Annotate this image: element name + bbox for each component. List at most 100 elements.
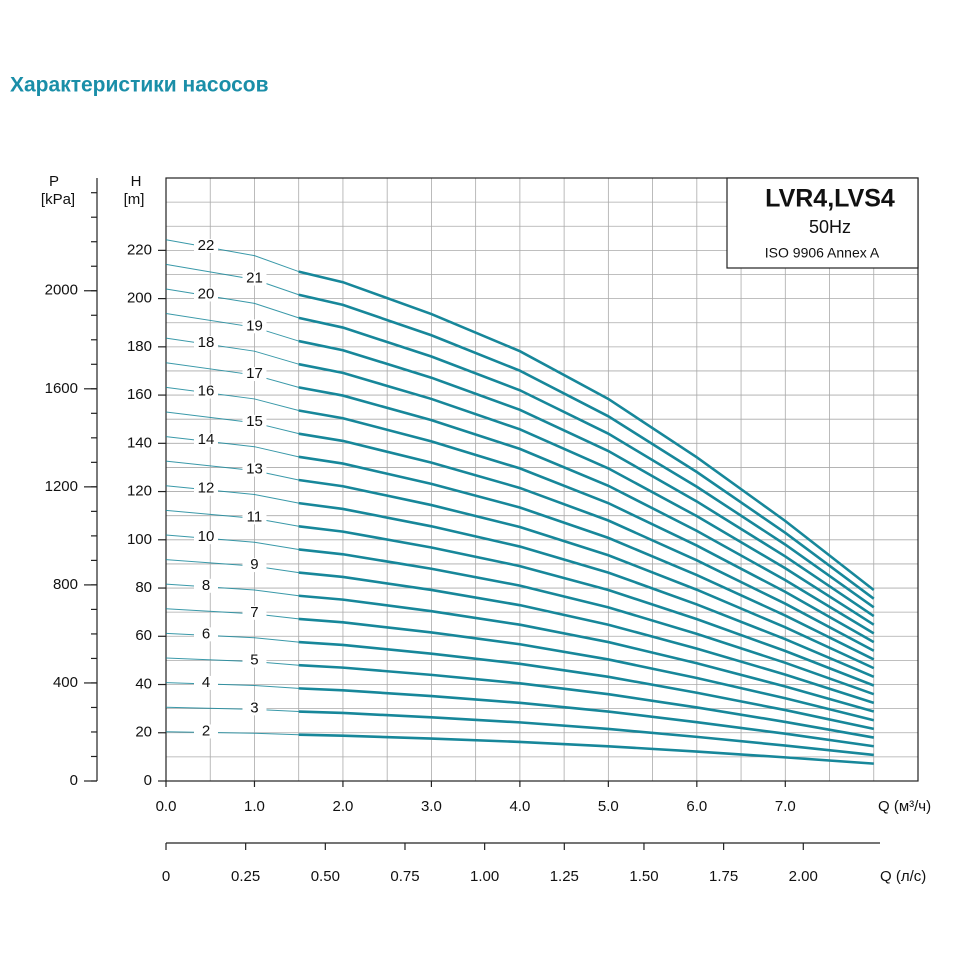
- curve-label-bg: [242, 319, 267, 334]
- y-unit: [m]: [124, 191, 145, 208]
- curve: [298, 339, 875, 618]
- curve-label: 2: [202, 722, 210, 739]
- x-tick-label: 1.0: [244, 798, 265, 815]
- y-tick-label: 80: [135, 579, 152, 596]
- curve-label: 5: [250, 652, 258, 669]
- legend-model: LVR4,LVS4: [765, 185, 895, 213]
- curve-label: 8: [202, 577, 210, 594]
- curve: [298, 617, 875, 722]
- y-tick-label: 20: [135, 724, 152, 741]
- y-tick-label: 120: [127, 483, 152, 500]
- y2-tick-label: 0: [70, 772, 78, 789]
- curve-label-bg: [194, 384, 218, 399]
- plot-frame: [165, 177, 919, 782]
- x2-tick-label: 1.25: [550, 868, 579, 885]
- x2-tick-label: 1.50: [629, 868, 658, 885]
- y2-tick-label: 1200: [45, 478, 78, 495]
- curve-label-bg: [194, 238, 218, 253]
- curve-label: 20: [198, 285, 215, 302]
- curve: [298, 687, 874, 748]
- y2-tick-label: 2000: [45, 282, 78, 299]
- curve: [298, 640, 875, 731]
- curve: [298, 525, 875, 687]
- y-tick-label: 200: [127, 290, 152, 307]
- curve-label-bg: [194, 287, 218, 302]
- y-label: H: [131, 173, 142, 190]
- curve-label-bg: [194, 675, 218, 690]
- curve: [298, 270, 875, 591]
- curve: [298, 594, 875, 713]
- curve-label-bg: [242, 462, 267, 477]
- x2-tick-label: 0.50: [311, 868, 340, 885]
- curve-label: 11: [247, 508, 263, 525]
- curve-label: 9: [250, 556, 258, 573]
- curve-label-bg: [194, 481, 218, 496]
- x-tick-label: 3.0: [421, 798, 442, 815]
- x-tick-label: 2.0: [333, 798, 354, 815]
- x2-label: Q (л/с): [880, 868, 926, 885]
- x2-tick-label: 2.00: [789, 868, 818, 885]
- curve: [298, 478, 875, 670]
- curve-label: 18: [198, 334, 215, 351]
- curve-label: 22: [198, 237, 215, 254]
- curve: [298, 316, 875, 609]
- curve-label-bg: [194, 530, 218, 545]
- curve-label: 17: [246, 365, 263, 382]
- curve-label: 13: [246, 461, 263, 478]
- curve: [298, 386, 875, 635]
- curve-label-bg: [242, 367, 267, 382]
- y-tick-label: 180: [127, 338, 152, 355]
- chart-title: Характеристики насосов: [10, 74, 269, 97]
- curve-label: 4: [202, 674, 210, 691]
- curve-label: 14: [198, 431, 215, 448]
- curve-label: 7: [250, 604, 258, 621]
- legend-standard: ISO 9906 Annex A: [765, 245, 880, 261]
- y-tick-label: 220: [127, 241, 152, 258]
- y-tick-label: 0: [144, 772, 152, 789]
- curve-label: 19: [246, 317, 263, 334]
- legend-frequency: 50Hz: [809, 217, 851, 237]
- y-tick-label: 40: [135, 675, 152, 692]
- curve: [298, 733, 874, 765]
- x-tick-label: 0.0: [156, 798, 177, 815]
- plot-area: [166, 178, 918, 781]
- x-label: Q (м³/ч): [878, 798, 931, 815]
- curve-label: 16: [198, 383, 215, 400]
- x-tick-label: 6.0: [686, 798, 707, 815]
- y2-unit: [kPa]: [41, 191, 75, 208]
- curve: [298, 362, 875, 626]
- curve-label-bg: [242, 271, 267, 286]
- curve-label-bg: [194, 627, 218, 642]
- x2-tick-label: 1.75: [709, 868, 738, 885]
- x2-tick-label: 0.25: [231, 868, 260, 885]
- curve: [298, 710, 874, 757]
- curve-label: 12: [198, 480, 215, 497]
- curve: [298, 455, 875, 661]
- curve-label-bg: [242, 558, 267, 573]
- x-tick-label: 7.0: [775, 798, 796, 815]
- y-tick-label: 100: [127, 531, 152, 548]
- y2-label: P: [49, 173, 59, 190]
- curve-label-bg: [194, 578, 218, 593]
- y2-tick-label: 400: [53, 674, 78, 691]
- x-tick-label: 4.0: [509, 798, 530, 815]
- curve-label: 6: [202, 625, 210, 642]
- curve-label-bg: [242, 701, 267, 716]
- curve: [298, 571, 875, 705]
- curve-label-bg: [194, 336, 218, 351]
- curve: [298, 501, 875, 678]
- curve: [298, 409, 875, 644]
- x2-tick-label: 1.00: [470, 868, 499, 885]
- x2-tick-label: 0: [162, 868, 170, 885]
- x2-tick-label: 0.75: [390, 868, 419, 885]
- curve-label: 21: [246, 270, 263, 287]
- curve: [298, 432, 875, 652]
- curve-label-bg: [242, 653, 267, 668]
- curve-label-bg: [194, 724, 218, 739]
- curve: [298, 548, 875, 696]
- x-tick-label: 5.0: [598, 798, 619, 815]
- curve-label: 15: [246, 413, 263, 430]
- curve: [298, 663, 874, 739]
